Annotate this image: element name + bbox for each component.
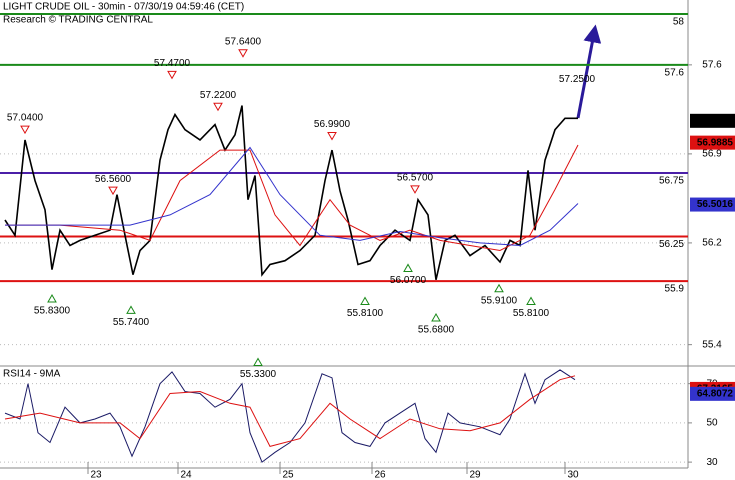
high-label: 56.5600 [95, 174, 132, 185]
value-badge-label: 56.5016 [697, 199, 734, 210]
low-marker [403, 263, 413, 272]
low-marker [253, 357, 263, 367]
value-badge [690, 113, 735, 128]
low-marker [431, 313, 441, 322]
level-label: 57.6 [665, 68, 685, 79]
y-tick-label: 55.4 [702, 339, 722, 350]
high-marker [238, 49, 248, 58]
high-label: 57.2200 [200, 90, 237, 101]
low-label: 55.8300 [34, 306, 71, 317]
chart-subtitle: Research © TRADING CENTRAL [3, 15, 153, 26]
level-label: 56.25 [659, 239, 684, 250]
level-label: 56.75 [659, 176, 684, 187]
x-tick-label: 24 [180, 470, 192, 480]
low-marker [494, 283, 504, 293]
low-label: 55.9100 [481, 295, 518, 306]
y-tick-label: 56.2 [702, 238, 722, 249]
level-label: 55.9 [665, 284, 685, 295]
value-badge-label: 56.9885 [697, 137, 734, 148]
x-tick-label: 26 [374, 470, 386, 480]
y-tick-label: 56.9 [702, 149, 722, 160]
high-marker [327, 131, 337, 141]
value-badge [690, 135, 735, 150]
x-tick-label: 25 [282, 470, 294, 480]
chart-title: LIGHT CRUDE OIL - 30min - 07/30/19 04:59… [3, 2, 244, 13]
indicator-title: RSI14 - 9MA [3, 369, 61, 380]
y-tick-label: 30 [706, 457, 718, 468]
high-marker [213, 102, 223, 112]
series-line [5, 146, 579, 247]
low-marker [47, 293, 57, 303]
x-tick-label: 23 [90, 470, 102, 480]
low-marker [126, 305, 136, 314]
high-marker [410, 185, 420, 194]
low-marker [360, 296, 370, 306]
high-label: 57.4700 [154, 58, 191, 69]
value-badge [690, 197, 735, 212]
value-badge-label: 64.8072 [697, 388, 734, 399]
high-marker [167, 70, 177, 80]
y-tick-label: 57.6 [702, 60, 722, 71]
series-line [4, 375, 576, 447]
low-marker [526, 296, 536, 306]
low-label: 56.0700 [390, 275, 427, 286]
value-badge [690, 386, 735, 401]
high-label: 56.9900 [314, 119, 351, 130]
high-marker [20, 125, 30, 135]
series-line [4, 105, 578, 280]
series-line [4, 369, 576, 463]
series-line [5, 144, 579, 252]
x-tick-label: 29 [469, 470, 481, 480]
high-marker [108, 186, 118, 196]
price-label: 57.2500 [559, 74, 596, 85]
high-label: 57.6400 [225, 36, 262, 47]
x-tick-label: 30 [567, 470, 579, 480]
high-label: 57.0400 [7, 113, 44, 124]
y-tick-label: 50 [706, 418, 718, 429]
low-label: 55.7400 [113, 317, 150, 328]
low-label: 55.8100 [347, 308, 384, 319]
level-label: 58 [673, 17, 685, 28]
low-label: 55.6800 [418, 325, 455, 336]
forecast-arrow [576, 24, 602, 119]
low-label: 55.3300 [240, 369, 277, 380]
low-label: 55.8100 [513, 308, 550, 319]
value-badge-label: 57.16 [708, 115, 733, 126]
high-label: 56.5700 [397, 172, 434, 183]
